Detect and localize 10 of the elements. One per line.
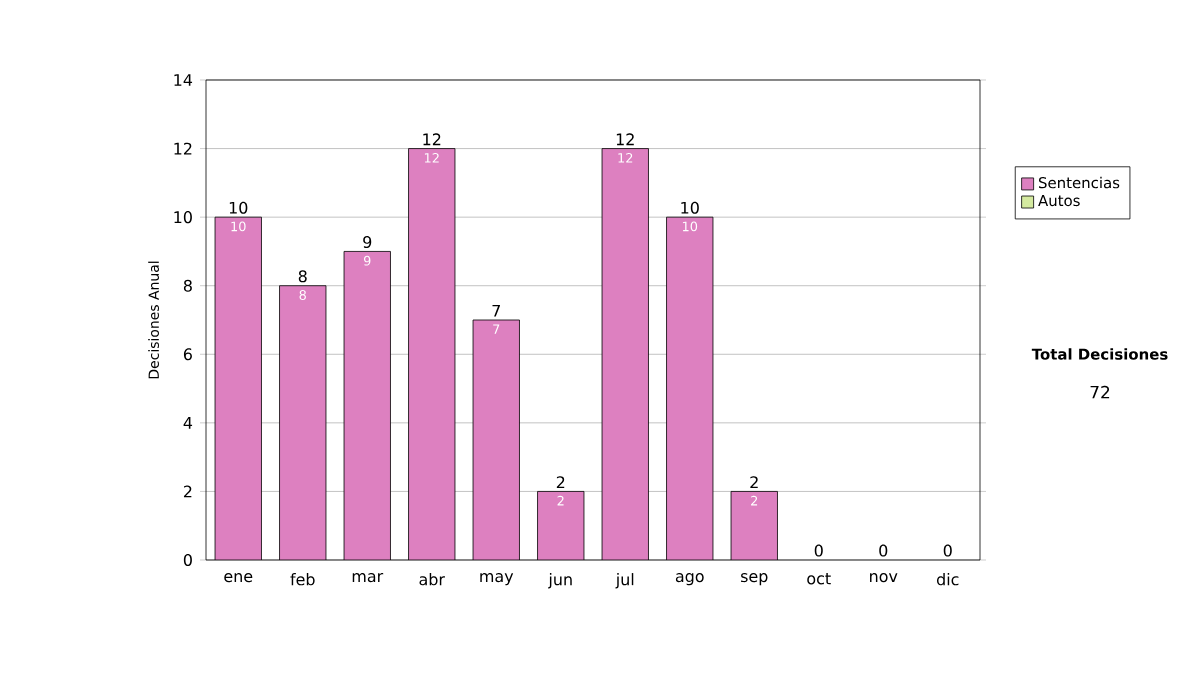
bar bbox=[408, 148, 456, 560]
bar bbox=[537, 491, 585, 560]
bar bbox=[343, 251, 391, 560]
bar bbox=[279, 285, 327, 560]
bar bbox=[601, 148, 649, 560]
bar bbox=[214, 216, 262, 560]
text: 72 bbox=[1090, 385, 1110, 399]
bar bbox=[472, 319, 520, 560]
bar bbox=[666, 216, 714, 560]
bar bbox=[730, 491, 778, 560]
